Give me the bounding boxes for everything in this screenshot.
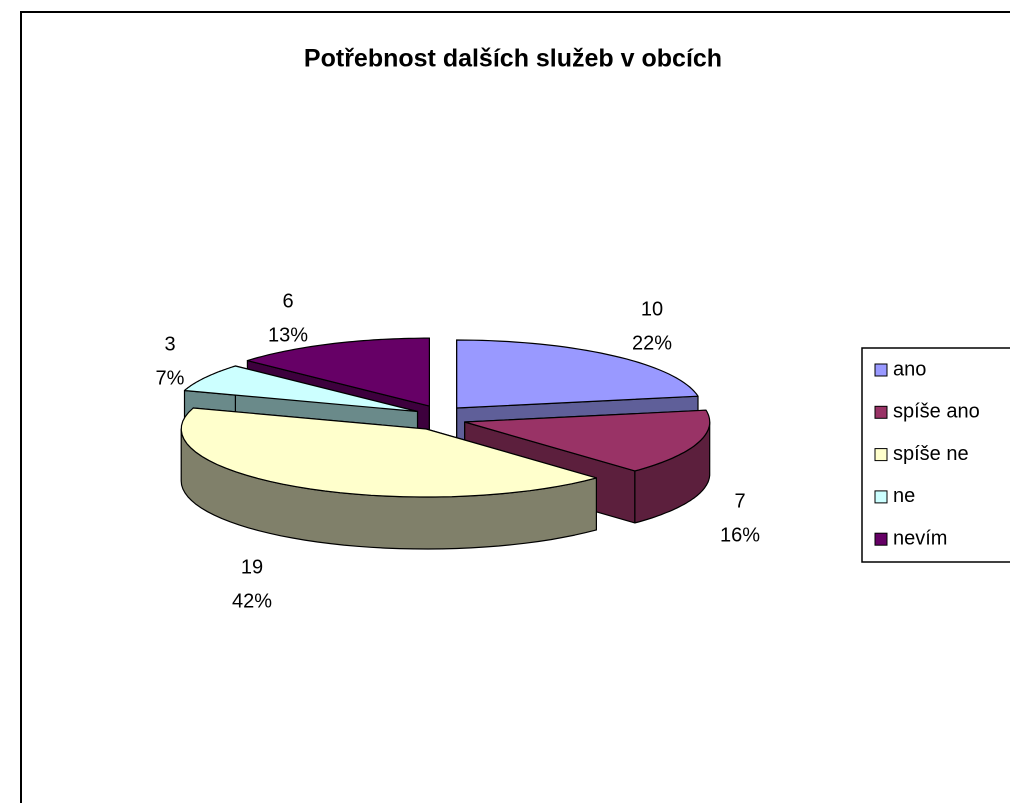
data-label: 16% (720, 524, 760, 546)
slice (180, 407, 598, 498)
legend-swatch (874, 532, 888, 546)
legend-swatch (874, 363, 888, 377)
data-label: 10 (641, 298, 663, 320)
legend-swatch (874, 490, 888, 504)
legend-label: ano (893, 358, 926, 380)
legend-swatch (874, 405, 888, 419)
data-label: 7 (734, 490, 745, 512)
data-label: 3 (164, 333, 175, 355)
data-label: 19 (241, 556, 263, 578)
legend-label: nevím (893, 527, 947, 549)
slice (246, 337, 430, 407)
legend-label: spíše ano (893, 401, 980, 423)
data-label: 6 (282, 290, 293, 312)
data-label: 42% (232, 590, 272, 612)
slice (183, 365, 419, 413)
data-label: 13% (268, 324, 308, 346)
data-label: 22% (632, 332, 672, 354)
chart-title: Potřebnost dalších služeb v obcích (304, 45, 722, 73)
data-label: 7% (156, 367, 185, 389)
slice (456, 339, 699, 409)
legend-label: spíše ne (893, 443, 969, 465)
slice (464, 409, 711, 472)
legend-label: ne (893, 485, 915, 507)
legend-swatch (874, 448, 888, 462)
